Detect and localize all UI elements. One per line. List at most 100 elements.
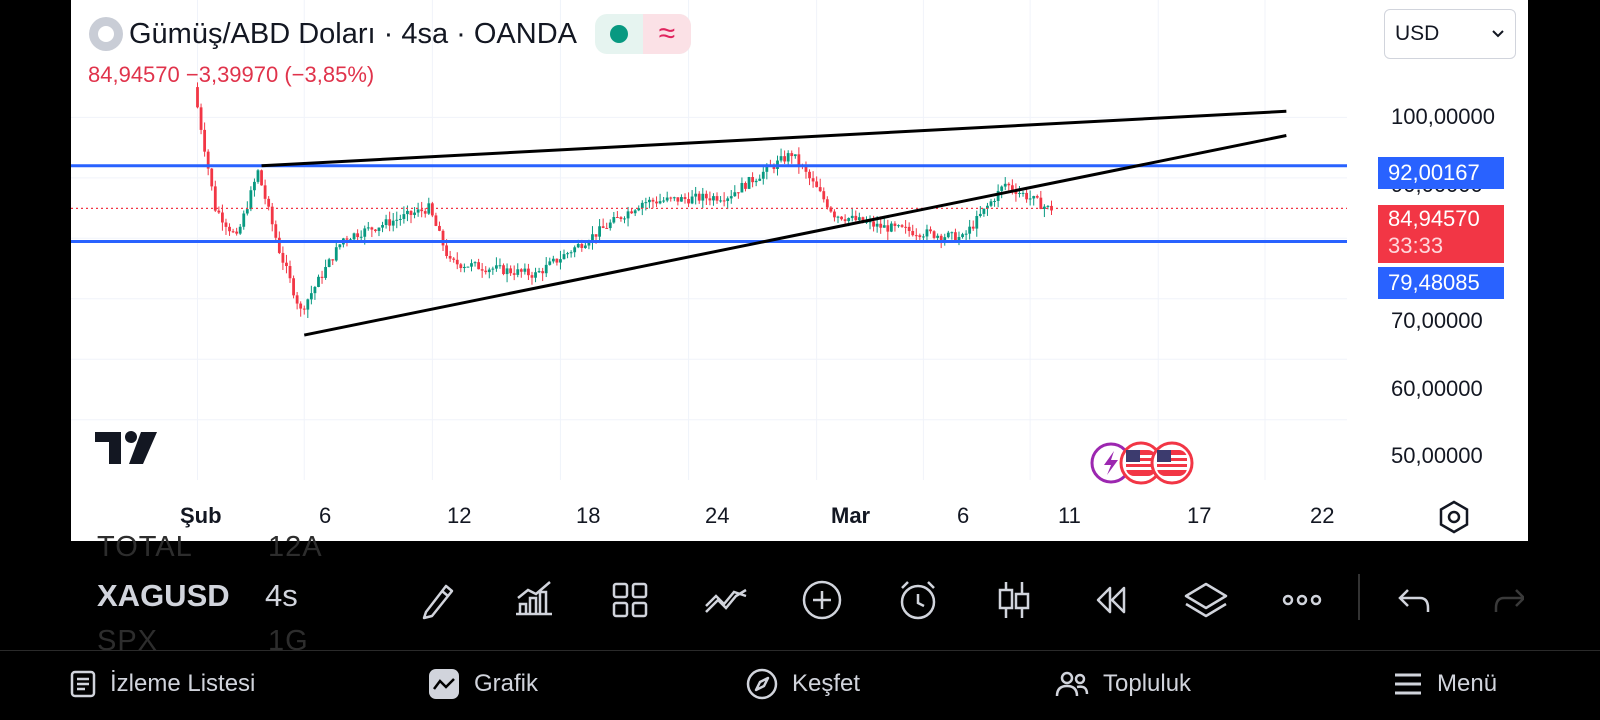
nav-menu[interactable]: Menü xyxy=(1393,662,1497,706)
bar-countdown: 33:33 xyxy=(1388,233,1444,258)
time-axis-label: 6 xyxy=(957,503,970,528)
symbol-title[interactable]: Gümüş/ABD Doları · 4sa · OANDA xyxy=(129,17,577,50)
candle-body xyxy=(509,268,513,274)
candle-body xyxy=(423,211,427,214)
chart-type-button[interactable] xyxy=(988,574,1040,626)
indicators-button[interactable] xyxy=(508,574,560,626)
candle-body xyxy=(591,234,594,243)
resistance-price-tag[interactable]: 92,00167 xyxy=(1378,157,1504,189)
candle-body xyxy=(395,219,399,221)
candle-body xyxy=(541,271,545,274)
more-icon xyxy=(1282,594,1322,606)
nav-community[interactable]: Topluluk xyxy=(1055,662,1191,706)
candle-body xyxy=(886,225,890,232)
more-button[interactable] xyxy=(1276,574,1328,626)
time-axis-label: 24 xyxy=(705,503,730,528)
status-badge[interactable]: ≈ xyxy=(595,14,691,54)
current-price-tag[interactable]: 84,94570 33:33 xyxy=(1378,205,1504,263)
currency-select[interactable]: USD xyxy=(1384,9,1516,59)
candle-body xyxy=(968,226,972,234)
candle-body xyxy=(808,171,811,179)
nav-divider xyxy=(0,650,1600,651)
candle-body xyxy=(477,262,481,270)
nav-label: Keşfet xyxy=(792,670,861,697)
community-icon xyxy=(1055,671,1089,697)
candle-body xyxy=(932,231,936,238)
add-button[interactable] xyxy=(796,574,848,626)
candle-body xyxy=(295,295,299,304)
candle-body xyxy=(576,244,580,248)
compare-icon xyxy=(705,588,747,613)
candle-body xyxy=(470,263,473,267)
candle-body xyxy=(865,221,868,223)
candle-body xyxy=(363,228,367,237)
candle-body xyxy=(196,87,199,108)
price-axis-label: 60,00000 xyxy=(1391,376,1483,401)
symbol-header[interactable]: Gümüş/ABD Doları · 4sa · OANDA ≈ xyxy=(89,14,691,54)
nav-label: Menü xyxy=(1437,670,1498,697)
replay-button[interactable] xyxy=(1084,574,1136,626)
candle-body xyxy=(253,181,256,191)
menu-icon xyxy=(1395,673,1421,695)
nav-watchlist[interactable]: İzleme Listesi xyxy=(70,662,255,706)
candle-body xyxy=(904,226,908,228)
candle-body xyxy=(459,264,463,269)
time-axis-label: 17 xyxy=(1187,503,1212,528)
candle-body xyxy=(655,201,658,204)
alert-button[interactable] xyxy=(892,574,944,626)
candle-body xyxy=(299,303,303,309)
toolbar-divider xyxy=(1358,574,1360,620)
candle-body xyxy=(334,247,338,261)
candle-body xyxy=(676,197,680,202)
candle-body xyxy=(914,235,918,237)
candle-body xyxy=(918,235,922,238)
watchlist-row[interactable]: SPX xyxy=(97,625,159,657)
candle-body xyxy=(594,234,598,237)
candle-body xyxy=(309,293,313,300)
candle-body xyxy=(516,269,520,275)
replay-icon xyxy=(1096,586,1126,614)
candle-body xyxy=(434,215,438,226)
candle-body xyxy=(950,232,954,234)
candle-body xyxy=(815,181,819,188)
layouts-button[interactable] xyxy=(604,574,656,626)
nav-label: İzleme Listesi xyxy=(110,670,256,697)
undo-button[interactable] xyxy=(1388,574,1440,626)
candle-body xyxy=(313,286,317,294)
candle-body xyxy=(231,231,235,233)
candle-body xyxy=(338,244,342,248)
layers-button[interactable] xyxy=(1180,574,1232,626)
candle-body xyxy=(680,197,683,202)
candle-body xyxy=(704,193,708,199)
candle-body xyxy=(961,234,964,238)
chart-panel[interactable]: Gümüş/ABD Doları · 4sa · OANDA ≈ 84,9457… xyxy=(71,0,1528,541)
drawing-tool-button[interactable] xyxy=(412,574,464,626)
candle-body xyxy=(263,185,267,199)
candle-body xyxy=(719,200,722,202)
candle-body xyxy=(320,276,324,278)
candle-body xyxy=(199,107,203,130)
support-price-tag[interactable]: 79,48085 xyxy=(1378,267,1504,299)
candle-body xyxy=(847,218,851,222)
candle-body xyxy=(302,308,306,310)
candle-body xyxy=(203,129,207,152)
watchlist-symbol-active[interactable]: XAGUSD xyxy=(97,578,230,613)
candle-body xyxy=(626,211,630,219)
watchlist-interval-active[interactable]: 4s xyxy=(265,578,298,613)
compare-button[interactable] xyxy=(700,574,752,626)
candle-body xyxy=(822,191,826,200)
redo-button[interactable] xyxy=(1484,574,1524,626)
candle-body xyxy=(402,214,406,219)
candle-body xyxy=(1021,192,1025,194)
watchlist-row[interactable]: TOTAL xyxy=(97,531,193,564)
chart-icon xyxy=(429,669,459,699)
candle-body xyxy=(701,193,705,201)
price-chart[interactable] xyxy=(71,0,1528,541)
symbol-logo-icon xyxy=(89,17,123,51)
nav-explore[interactable]: Keşfet xyxy=(746,662,860,706)
chart-settings-icon[interactable] xyxy=(1437,500,1471,534)
candle-body xyxy=(751,177,754,183)
candle-body xyxy=(285,262,288,267)
economic-events-icon[interactable] xyxy=(1086,440,1196,486)
nav-chart[interactable]: Grafik xyxy=(428,662,538,706)
